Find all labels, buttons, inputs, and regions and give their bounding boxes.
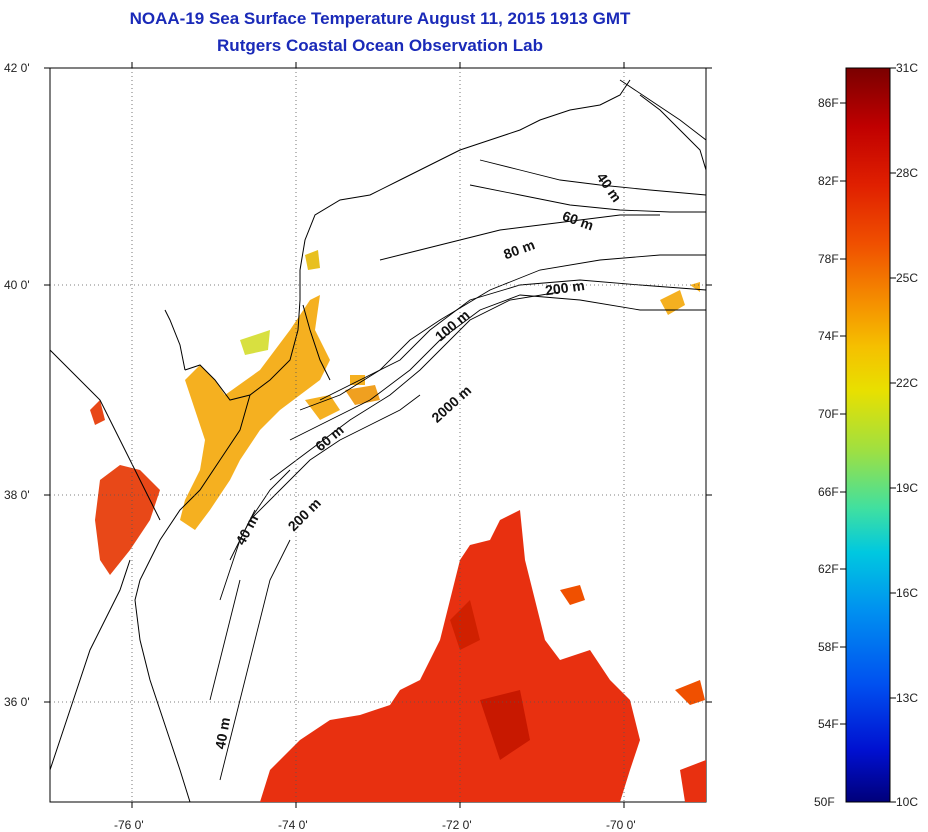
cb-c-28: 28C xyxy=(896,166,919,180)
cb-c-31: 31C xyxy=(896,61,919,75)
cb-f-82: 82F xyxy=(818,174,839,188)
sst-nj-spot xyxy=(305,250,320,270)
lat-tick-42: 42 0' xyxy=(4,61,30,75)
cb-f-78: 78F xyxy=(818,252,839,266)
lat-tick-40: 40 0' xyxy=(4,278,30,292)
cb-f-70: 70F xyxy=(818,407,839,421)
graticule xyxy=(50,68,706,802)
contour-label-40m-south: 40 m xyxy=(212,716,233,750)
colorbar xyxy=(845,67,891,803)
lon-tick-72: -72 0' xyxy=(442,818,472,832)
lon-tick-76: -76 0' xyxy=(114,818,144,832)
sst-coastal-yellow xyxy=(180,282,700,530)
cb-c-13: 13C xyxy=(896,691,919,705)
cb-c-22: 22C xyxy=(896,376,919,390)
cb-f-54: 54F xyxy=(818,717,839,731)
cb-c-10: 10C xyxy=(896,795,919,809)
sst-cool-spot xyxy=(240,330,270,355)
cb-c-25: 25C xyxy=(896,271,919,285)
axis-ticks xyxy=(44,62,712,808)
map-title: NOAA-19 Sea Surface Temperature August 1… xyxy=(129,9,631,28)
cb-f-74: 74F xyxy=(818,329,839,343)
map-subtitle: Rutgers Coastal Ocean Observation Lab xyxy=(217,36,543,55)
cb-f-66: 66F xyxy=(818,485,839,499)
coastline xyxy=(50,79,706,802)
cb-f-50: 50F xyxy=(814,795,835,809)
sst-warm-offshore xyxy=(260,510,706,802)
lat-tick-36: 36 0' xyxy=(4,695,30,709)
lon-tick-74: -74 0' xyxy=(278,818,308,832)
colorbar-ticks xyxy=(840,67,896,803)
lon-tick-70: -70 0' xyxy=(606,818,636,832)
cb-f-62: 62F xyxy=(818,562,839,576)
sst-chesapeake xyxy=(90,400,160,575)
lat-tick-38: 38 0' xyxy=(4,488,30,502)
contour-label-200m-north: 200 m xyxy=(544,277,586,298)
cb-f-86: 86F xyxy=(818,96,839,110)
cb-f-58: 58F xyxy=(818,640,839,654)
cb-c-19: 19C xyxy=(896,481,919,495)
cb-c-16: 16C xyxy=(896,586,919,600)
